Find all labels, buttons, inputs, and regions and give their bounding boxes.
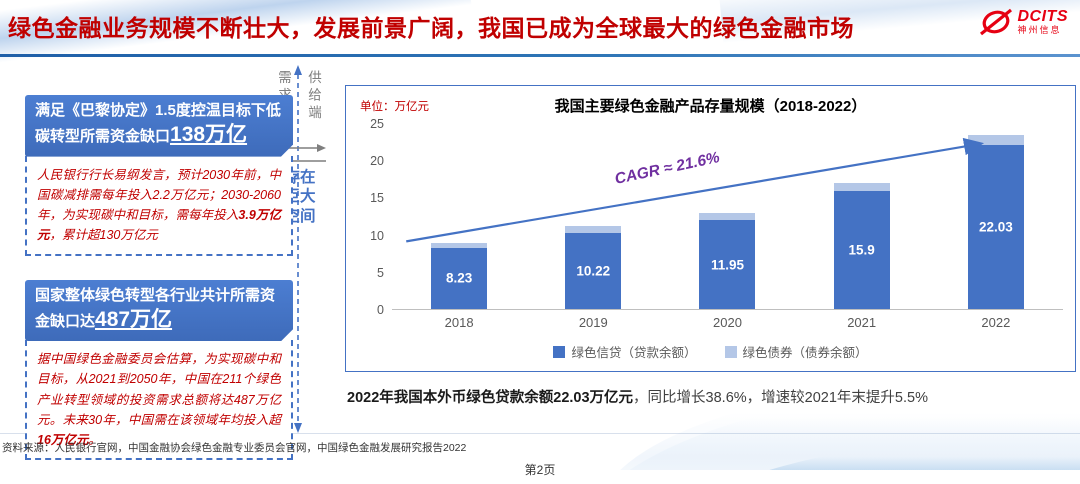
y-tick-label: 5 (377, 265, 384, 280)
plot-area: CAGR ≈ 21.6% 8.23 10.22 11.95 15.9 22.03 (392, 124, 1063, 310)
plot-wrap: 0 5 10 15 20 25 CAGR ≈ 21.6% 8.23 10.22 11.95 15… (356, 117, 1063, 330)
y-tick-label: 25 (370, 117, 384, 131)
bar-slot-2020: 11.95 (672, 124, 782, 309)
chart-legend: 绿色信贷（贷款余额） 绿色债券（债券余额） (346, 342, 1075, 361)
x-tick-label: 2020 (713, 315, 742, 330)
bar-value-label: 11.95 (710, 257, 744, 273)
bar-slot-2022: 22.03 (941, 124, 1051, 309)
bar-segment-bond (699, 212, 756, 221)
bar-slot-2019: 10.22 (538, 124, 648, 309)
card-heading-text: 国家整体绿色转型各行业共计所需资金缺口达 (35, 286, 276, 330)
bar-slot-2021: 15.9 (807, 124, 917, 309)
card-body-bold: 3.9万亿元 (37, 208, 281, 243)
bar-segment-loan: 8.23 (431, 247, 488, 309)
header-rule (0, 54, 1080, 57)
stacked-bar: 11.95 (699, 212, 756, 309)
bar-segment-loan: 15.9 (833, 190, 890, 309)
stacked-bar: 8.23 (431, 243, 488, 309)
legend-swatch-icon (724, 345, 737, 358)
card-body: 人民银行行长易纲发言，预计2030年前，中国碳减排需每年投入2.2万亿元；203… (25, 155, 293, 256)
page-title: 绿色金融业务规模不断壮大，发展前景广阔，我国已成为全球最大的绿色金融市场 (8, 15, 854, 41)
card-heading-text: 满足《巴黎协定》1.5度控温目标下低碳转型所需资金缺口 (35, 102, 281, 146)
legend-item: 绿色信贷（贷款余额） (553, 342, 697, 361)
bar-slot-2018: 8.23 (404, 124, 514, 309)
card-heading-value: 487万亿 (95, 307, 173, 331)
stacked-bar: 15.9 (833, 182, 890, 309)
swoosh-band-light (620, 370, 1080, 470)
swoosh-band-white (620, 360, 1080, 470)
card-heading-value: 138万亿 (170, 123, 248, 147)
swoosh-band-blue (650, 429, 1080, 470)
supply-side-label: 供给端 (306, 70, 321, 123)
y-axis: 0 5 10 15 20 25 (356, 117, 384, 317)
bar-segment-loan: 22.03 (967, 145, 1024, 309)
logo-text: DCITS 神州信息 (1017, 7, 1069, 35)
bar-segment-bond (565, 226, 622, 233)
dcits-swirl-icon (979, 8, 1012, 36)
bar-value-label: 15.9 (848, 242, 875, 258)
x-tick-label: 2021 (847, 315, 877, 330)
logo-brand: DCITS (1017, 7, 1068, 25)
left-panel: 满足《巴黎协定》1.5度控温目标下低碳转型所需资金缺口138万亿 人民银行行长易… (25, 95, 293, 484)
x-tick-label: 2022 (981, 315, 1011, 330)
bar-segment-bond (833, 182, 890, 191)
y-tick-label: 20 (370, 154, 384, 169)
chart-unit-label: 单位：万亿元 (360, 101, 429, 113)
right-arrow-icon (317, 144, 326, 152)
info-card-national-transition: 国家整体绿色转型各行业共计所需资金缺口达487万亿 据中国绿色金融委员会估算，为… (25, 280, 293, 461)
x-tick-label: 2018 (444, 315, 474, 330)
bar-segment-bond (431, 243, 488, 248)
legend-label: 绿色信贷（贷款余额） (571, 346, 697, 360)
up-arrow-icon (294, 65, 302, 75)
y-tick-label: 0 (377, 303, 384, 317)
x-axis-row: 2018 2019 2020 2021 2022 (392, 315, 1063, 330)
bar-value-label: 10.22 (576, 263, 611, 279)
note-bold-text: 2022年我国本外币绿色贷款余额22.03万亿元 (347, 390, 634, 406)
y-tick-label: 10 (370, 228, 384, 243)
card-body-text-post: ，累计超130万亿元 (49, 228, 158, 243)
card-body-text-post: 。 (88, 433, 101, 448)
down-arrow-icon (294, 423, 302, 433)
bar-segment-loan: 11.95 (699, 220, 756, 309)
card-header: 国家整体绿色转型各行业共计所需资金缺口达487万亿 (25, 280, 293, 342)
legend-swatch-icon (553, 345, 566, 358)
card-body-bold: 16万亿元 (37, 433, 89, 448)
note-rest-text: ，同比增长38.6%，增速较2021年末提升5.5% (633, 390, 928, 406)
slide-header: 绿色金融业务规模不断壮大，发展前景广阔，我国已成为全球最大的绿色金融市场 DCI… (0, 0, 1080, 58)
legend-label: 绿色债券（债券余额） (742, 346, 868, 360)
chart-panel: 单位：万亿元 我国主要绿色金融产品存量规模（2018-2022） 0 5 10 15 2… (345, 85, 1076, 372)
bar-value-label: 22.03 (978, 219, 1013, 235)
logo-subtitle: 神州信息 (1017, 24, 1062, 35)
stacked-bar: 22.03 (967, 135, 1024, 309)
bar-value-label: 8.23 (445, 270, 473, 286)
bar-segment-loan: 10.22 (565, 232, 622, 309)
info-card-paris-agreement: 满足《巴黎协定》1.5度控温目标下低碳转型所需资金缺口138万亿 人民银行行长易… (25, 95, 293, 256)
card-header: 满足《巴黎协定》1.5度控温目标下低碳转型所需资金缺口138万亿 (25, 95, 293, 157)
bar-segment-bond (967, 135, 1024, 146)
legend-item: 绿色债券（债券余额） (724, 342, 868, 361)
y-tick-label: 15 (370, 191, 384, 206)
card-body-text: 人民银行行长易纲发言，预计2030年前，中国碳减排需每年投入2.2万亿元；203… (37, 167, 281, 223)
source-citation: 资料来源：人民银行官网，中国金融协会绿色金融专业委员会官网，中国绿色金融发展研究… (2, 442, 467, 454)
x-tick-label: 2019 (578, 315, 608, 330)
card-body-text: 据中国绿色金融委员会估算，为实现碳中和目标，从2021到2050年，中国在211… (37, 352, 281, 427)
footer-divider-line (0, 433, 1080, 434)
chart-title: 我国主要绿色金融产品存量规模（2018-2022） (554, 98, 867, 115)
card-body: 据中国绿色金融委员会估算，为实现碳中和目标，从2021到2050年，中国在211… (25, 340, 293, 461)
dcits-logo: DCITS 神州信息 (979, 7, 1069, 37)
stacked-bar: 10.22 (565, 226, 622, 309)
chart-note: 2022年我国本外币绿色贷款余额22.03万亿元，同比增长38.6%，增速较20… (347, 386, 928, 407)
